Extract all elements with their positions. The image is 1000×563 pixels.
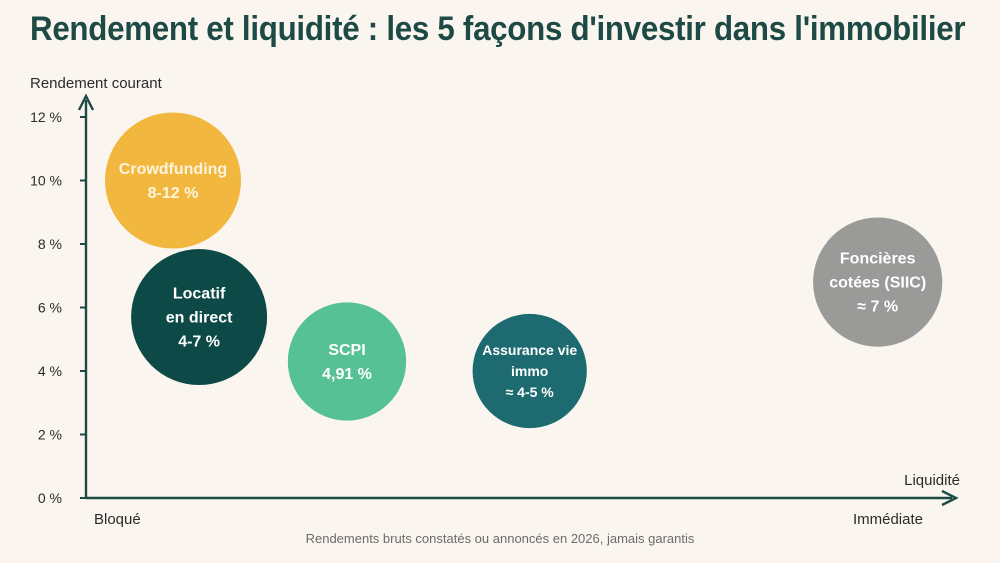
x-axis-max-label: Immédiate [853, 511, 923, 528]
y-tick-label: 12 % [30, 109, 62, 125]
bubble-label: Crowdfunding [119, 161, 227, 178]
bubble-label: Locatif [173, 286, 226, 303]
bubble-circle [131, 249, 268, 386]
y-tick-label: 0 % [38, 490, 62, 506]
footnote: Rendements bruts constatés ou annoncés e… [305, 531, 695, 546]
y-axis-label: Rendement courant [30, 75, 163, 92]
bubble-circle [105, 112, 241, 249]
y-axis-arrow [77, 93, 95, 111]
bubbles: Crowdfunding 8-12 % Locatif en direct 4-7 % S… [105, 112, 943, 429]
bubble-label: ≈ 7 % [857, 299, 898, 316]
bubble-label: 8-12 % [148, 185, 199, 202]
bubble-label: en direct [166, 310, 233, 327]
bubble-circle [472, 313, 587, 429]
bubble-label: Assurance vie [482, 342, 577, 358]
x-axis-min-label: Bloqué [94, 511, 141, 528]
bubble-label: cotées (SIIC) [829, 275, 926, 292]
bubble-assurance-vie-immo: Assurance vie immo ≈ 4-5 % [472, 313, 587, 429]
bubble-crowdfunding: Crowdfunding 8-12 % [105, 112, 241, 249]
bubble-circle [813, 217, 943, 347]
y-tick-label: 6 % [38, 300, 62, 316]
bubble-locatif-en-direct: Locatif en direct 4-7 % [131, 249, 268, 386]
bubble-label: 4,91 % [322, 366, 372, 383]
bubble-label: Foncières [840, 251, 916, 268]
bubble-label: immo [511, 363, 548, 379]
y-tick-label: 8 % [38, 236, 62, 252]
chart-title: Rendement et liquidité : les 5 façons d'… [30, 10, 966, 48]
y-tick-label: 2 % [38, 427, 62, 443]
x-axis-label: Liquidité [904, 472, 960, 489]
bubble-label: SCPI [328, 342, 365, 359]
bubble-label: 4-7 % [178, 334, 220, 351]
y-tick-label: 10 % [30, 173, 62, 189]
bubble-scpi: SCPI 4,91 % [287, 302, 407, 421]
x-axis-arrow [941, 489, 959, 507]
bubble-foncieres-cotees-siic: Foncières cotées (SIIC) ≈ 7 % [813, 217, 943, 347]
bubble-label: ≈ 4-5 % [506, 384, 555, 400]
bubble-circle [287, 302, 407, 421]
y-ticks: 0 % 2 % 4 % 6 % 8 % 10 % 12 % [30, 109, 86, 506]
y-tick-label: 4 % [38, 363, 62, 379]
